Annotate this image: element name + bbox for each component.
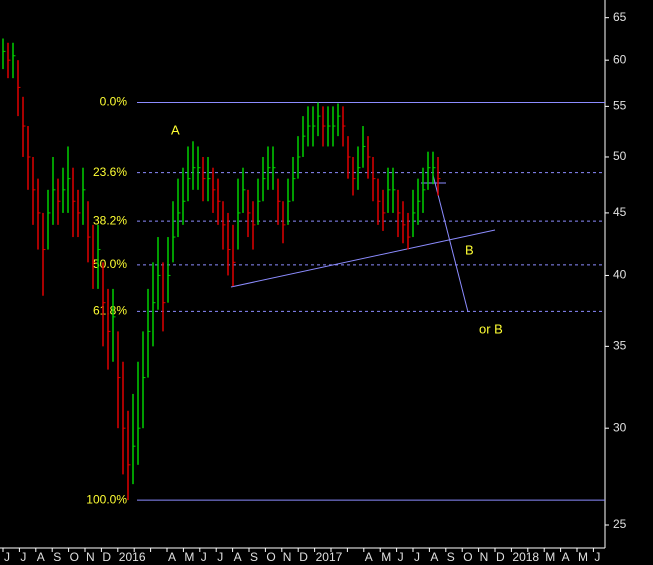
x-tick-label: J	[398, 550, 404, 564]
annotation: or B	[479, 321, 503, 336]
y-tick-label: 60	[613, 52, 627, 66]
fib-label: 0.0%	[100, 95, 128, 109]
x-tick-label: N	[283, 550, 292, 564]
x-tick-label: D	[102, 550, 111, 564]
x-tick-label: 2016	[119, 550, 146, 564]
projection-line	[432, 174, 469, 313]
y-tick-label: 40	[613, 268, 627, 282]
fib-label: 61.8%	[93, 304, 127, 318]
y-tick-label: 30	[613, 420, 627, 434]
y-tick-label: 55	[613, 99, 627, 113]
x-tick-label: 2017	[316, 550, 343, 564]
x-tick-label: M	[184, 550, 194, 564]
x-tick-label: D	[299, 550, 308, 564]
x-tick-label: A	[430, 550, 438, 564]
annotation: A	[171, 122, 180, 137]
x-tick-label: A	[37, 550, 45, 564]
fib-label: 23.6%	[93, 165, 127, 179]
x-tick-label: O	[266, 550, 275, 564]
x-tick-label: A	[168, 550, 176, 564]
y-tick-label: 45	[613, 205, 627, 219]
x-tick-label: 2018	[512, 550, 539, 564]
x-tick-label: S	[250, 550, 258, 564]
x-tick-label: J	[20, 550, 26, 564]
fib-label: 38.2%	[93, 213, 127, 227]
x-tick-label: J	[4, 550, 10, 564]
x-tick-label: J	[201, 550, 207, 564]
x-tick-label: O	[463, 550, 472, 564]
y-tick-label: 65	[613, 10, 627, 24]
x-tick-label: S	[53, 550, 61, 564]
x-tick-label: J	[217, 550, 223, 564]
x-tick-label: N	[86, 550, 95, 564]
x-tick-label: S	[447, 550, 455, 564]
x-tick-label: J	[594, 550, 600, 564]
y-tick-label: 25	[613, 517, 627, 531]
x-tick-label: D	[496, 550, 505, 564]
x-tick-label: A	[365, 550, 373, 564]
x-tick-label: A	[234, 550, 242, 564]
y-tick-label: 35	[613, 339, 627, 353]
x-tick-label: M	[545, 550, 555, 564]
x-tick-label: J	[414, 550, 420, 564]
x-tick-label: M	[381, 550, 391, 564]
y-tick-label: 50	[613, 149, 627, 163]
fib-label: 100.0%	[86, 492, 127, 506]
annotation: B	[465, 242, 474, 257]
x-tick-label: A	[562, 550, 570, 564]
x-tick-label: N	[480, 550, 489, 564]
trend-line	[230, 229, 496, 288]
fib-label: 50.0%	[93, 257, 127, 271]
x-tick-label: M	[578, 550, 588, 564]
x-tick-label: O	[70, 550, 79, 564]
